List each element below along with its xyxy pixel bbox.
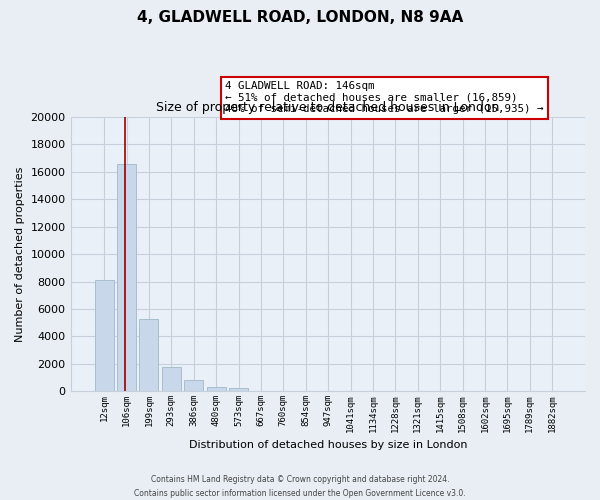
Bar — [184, 380, 203, 392]
Bar — [206, 387, 226, 392]
Text: 4, GLADWELL ROAD, LONDON, N8 9AA: 4, GLADWELL ROAD, LONDON, N8 9AA — [137, 10, 463, 25]
Y-axis label: Number of detached properties: Number of detached properties — [15, 166, 25, 342]
Bar — [162, 366, 181, 392]
X-axis label: Distribution of detached houses by size in London: Distribution of detached houses by size … — [189, 440, 467, 450]
Text: 4 GLADWELL ROAD: 146sqm
← 51% of detached houses are smaller (16,859)
48% of sem: 4 GLADWELL ROAD: 146sqm ← 51% of detache… — [226, 81, 544, 114]
Bar — [95, 280, 113, 392]
Bar — [229, 388, 248, 392]
Title: Size of property relative to detached houses in London: Size of property relative to detached ho… — [157, 102, 500, 114]
Text: Contains HM Land Registry data © Crown copyright and database right 2024.
Contai: Contains HM Land Registry data © Crown c… — [134, 476, 466, 498]
Bar — [117, 164, 136, 392]
Bar — [139, 318, 158, 392]
